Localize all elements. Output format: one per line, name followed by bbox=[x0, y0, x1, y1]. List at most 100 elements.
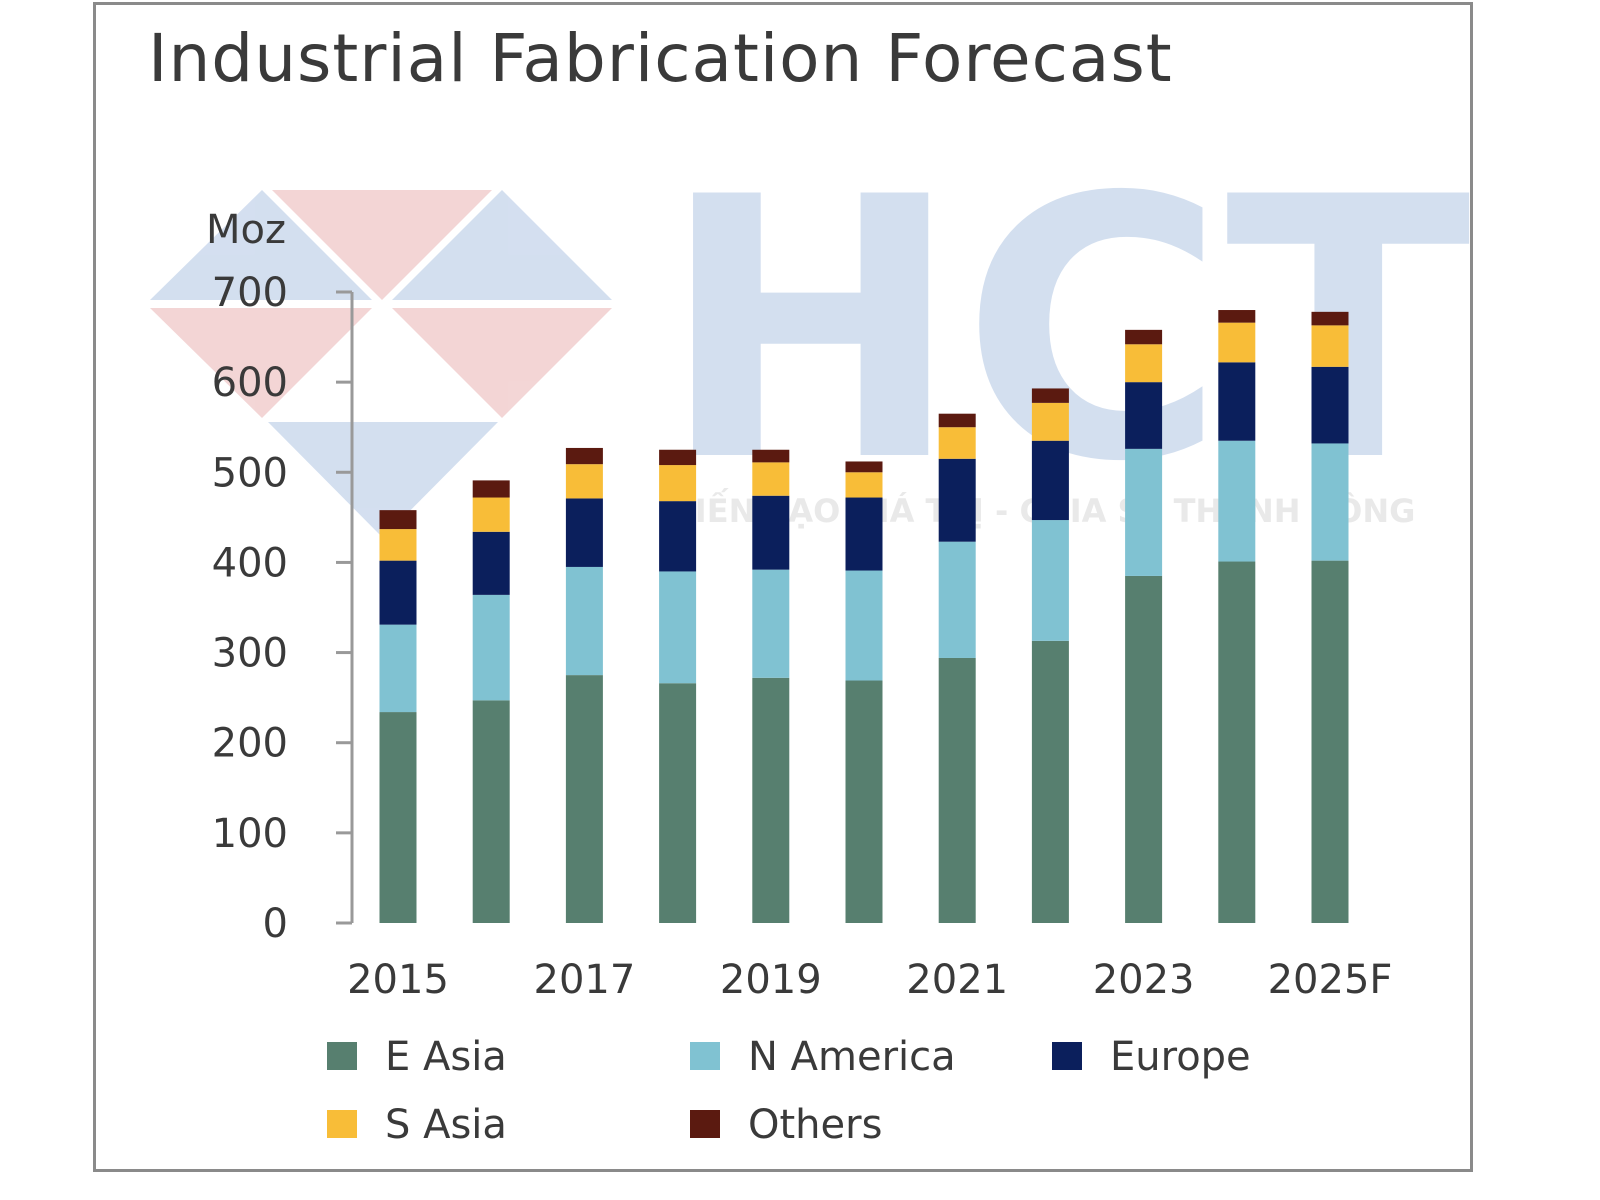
bar-s-asia-2021 bbox=[938, 427, 976, 459]
bar-s-asia-2024 bbox=[1218, 322, 1256, 363]
bar-stack-2022 bbox=[1031, 388, 1069, 923]
legend-swatch bbox=[690, 1110, 720, 1138]
bar-others-2025F bbox=[1311, 311, 1349, 326]
bar-n-america-2018 bbox=[659, 571, 697, 684]
bar-n-america-2016 bbox=[472, 594, 510, 701]
bar-e-asia-2021 bbox=[938, 657, 976, 923]
legend-swatch bbox=[690, 1042, 720, 1070]
bar-s-asia-2018 bbox=[659, 465, 697, 502]
chart-title: Industrial Fabrication Forecast bbox=[148, 20, 1173, 97]
bar-s-asia-2019 bbox=[752, 462, 790, 496]
bar-others-2022 bbox=[1031, 388, 1069, 403]
bar-europe-2017 bbox=[565, 498, 603, 567]
legend-item: S Asia bbox=[327, 1102, 507, 1148]
y-tick-label: 300 bbox=[212, 631, 288, 677]
bar-stack-2025F bbox=[1311, 311, 1349, 923]
bar-n-america-2019 bbox=[752, 569, 790, 678]
bar-stack-2020 bbox=[845, 461, 883, 923]
bar-others-2016 bbox=[472, 480, 510, 498]
bar-europe-2025F bbox=[1311, 366, 1349, 444]
bar-others-2021 bbox=[938, 413, 976, 428]
bar-others-2018 bbox=[659, 449, 697, 466]
x-tick-label: 2021 bbox=[906, 957, 1008, 1003]
legend-label: S Asia bbox=[385, 1102, 507, 1148]
legend-swatch bbox=[327, 1042, 357, 1070]
bar-e-asia-2025F bbox=[1311, 560, 1349, 923]
bar-stack-2016 bbox=[472, 480, 510, 923]
legend-label: E Asia bbox=[385, 1034, 507, 1080]
y-tick-label: 200 bbox=[212, 721, 288, 767]
legend-label: N America bbox=[748, 1034, 956, 1080]
bar-stack-2021 bbox=[938, 413, 976, 923]
x-tick-label: 2025F bbox=[1268, 957, 1393, 1003]
legend-swatch bbox=[327, 1110, 357, 1138]
legend-item: Others bbox=[690, 1102, 882, 1148]
bar-s-asia-2015 bbox=[379, 529, 417, 561]
bar-europe-2020 bbox=[845, 497, 883, 571]
bar-e-asia-2015 bbox=[379, 712, 417, 923]
bar-others-2024 bbox=[1218, 310, 1256, 323]
y-tick-label: 500 bbox=[212, 450, 288, 496]
bar-n-america-2025F bbox=[1311, 443, 1349, 561]
bar-europe-2015 bbox=[379, 560, 417, 625]
bar-europe-2022 bbox=[1031, 440, 1069, 521]
y-tick-label: 400 bbox=[212, 540, 288, 586]
bar-stack-2023 bbox=[1125, 329, 1163, 923]
bar-europe-2016 bbox=[472, 531, 510, 595]
bar-s-asia-2022 bbox=[1031, 402, 1069, 441]
bar-s-asia-2017 bbox=[565, 464, 603, 499]
bar-n-america-2020 bbox=[845, 570, 883, 681]
bar-n-america-2021 bbox=[938, 541, 976, 658]
bar-e-asia-2020 bbox=[845, 680, 883, 923]
bar-others-2019 bbox=[752, 449, 790, 463]
bar-stack-2015 bbox=[379, 510, 417, 923]
bar-n-america-2015 bbox=[379, 624, 417, 713]
bar-europe-2023 bbox=[1125, 382, 1163, 449]
bar-europe-2024 bbox=[1218, 362, 1256, 441]
bar-e-asia-2022 bbox=[1031, 640, 1069, 923]
x-tick-label: 2017 bbox=[534, 957, 636, 1003]
bar-europe-2018 bbox=[659, 501, 697, 572]
bar-e-asia-2019 bbox=[752, 677, 790, 923]
y-tick-label: 100 bbox=[212, 811, 288, 857]
bar-others-2017 bbox=[565, 447, 603, 465]
x-tick-label: 2015 bbox=[347, 957, 449, 1003]
bar-europe-2021 bbox=[938, 458, 976, 542]
bar-europe-2019 bbox=[752, 495, 790, 570]
bar-e-asia-2018 bbox=[659, 683, 697, 923]
bar-n-america-2017 bbox=[565, 566, 603, 676]
bar-stack-2017 bbox=[565, 447, 603, 923]
y-axis-label: Moz bbox=[206, 207, 286, 253]
bar-others-2015 bbox=[379, 510, 417, 530]
x-tick-label: 2019 bbox=[720, 957, 822, 1003]
chart-frame bbox=[93, 2, 1473, 1172]
bar-stack-2019 bbox=[752, 449, 790, 923]
bar-n-america-2023 bbox=[1125, 448, 1163, 576]
bar-e-asia-2016 bbox=[472, 700, 510, 923]
bar-stack-2024 bbox=[1218, 310, 1256, 923]
bar-stack-2018 bbox=[659, 449, 697, 923]
legend-item: N America bbox=[690, 1034, 956, 1080]
bar-s-asia-2020 bbox=[845, 472, 883, 498]
legend-label: Europe bbox=[1110, 1034, 1251, 1080]
bar-others-2020 bbox=[845, 461, 883, 473]
legend-swatch bbox=[1052, 1042, 1082, 1070]
y-tick-label: 0 bbox=[263, 901, 288, 947]
legend-item: Europe bbox=[1052, 1034, 1251, 1080]
watermark-logo: HCT KIẾN TẠO GIÁ TRỊ - CHIA SẺ THÀNH CÔN… bbox=[150, 121, 1473, 540]
y-tick-label: 700 bbox=[212, 270, 288, 316]
bar-e-asia-2024 bbox=[1218, 561, 1256, 923]
legend-label: Others bbox=[748, 1102, 882, 1148]
bar-e-asia-2017 bbox=[565, 675, 603, 923]
bar-n-america-2022 bbox=[1031, 520, 1069, 641]
bar-others-2023 bbox=[1125, 329, 1163, 345]
x-tick-label: 2023 bbox=[1093, 957, 1195, 1003]
y-tick-label: 600 bbox=[212, 360, 288, 406]
legend-item: E Asia bbox=[327, 1034, 507, 1080]
bar-s-asia-2025F bbox=[1311, 325, 1349, 367]
bar-s-asia-2016 bbox=[472, 497, 510, 532]
bar-n-america-2024 bbox=[1218, 440, 1256, 562]
bar-s-asia-2023 bbox=[1125, 344, 1163, 383]
bar-e-asia-2023 bbox=[1125, 575, 1163, 923]
